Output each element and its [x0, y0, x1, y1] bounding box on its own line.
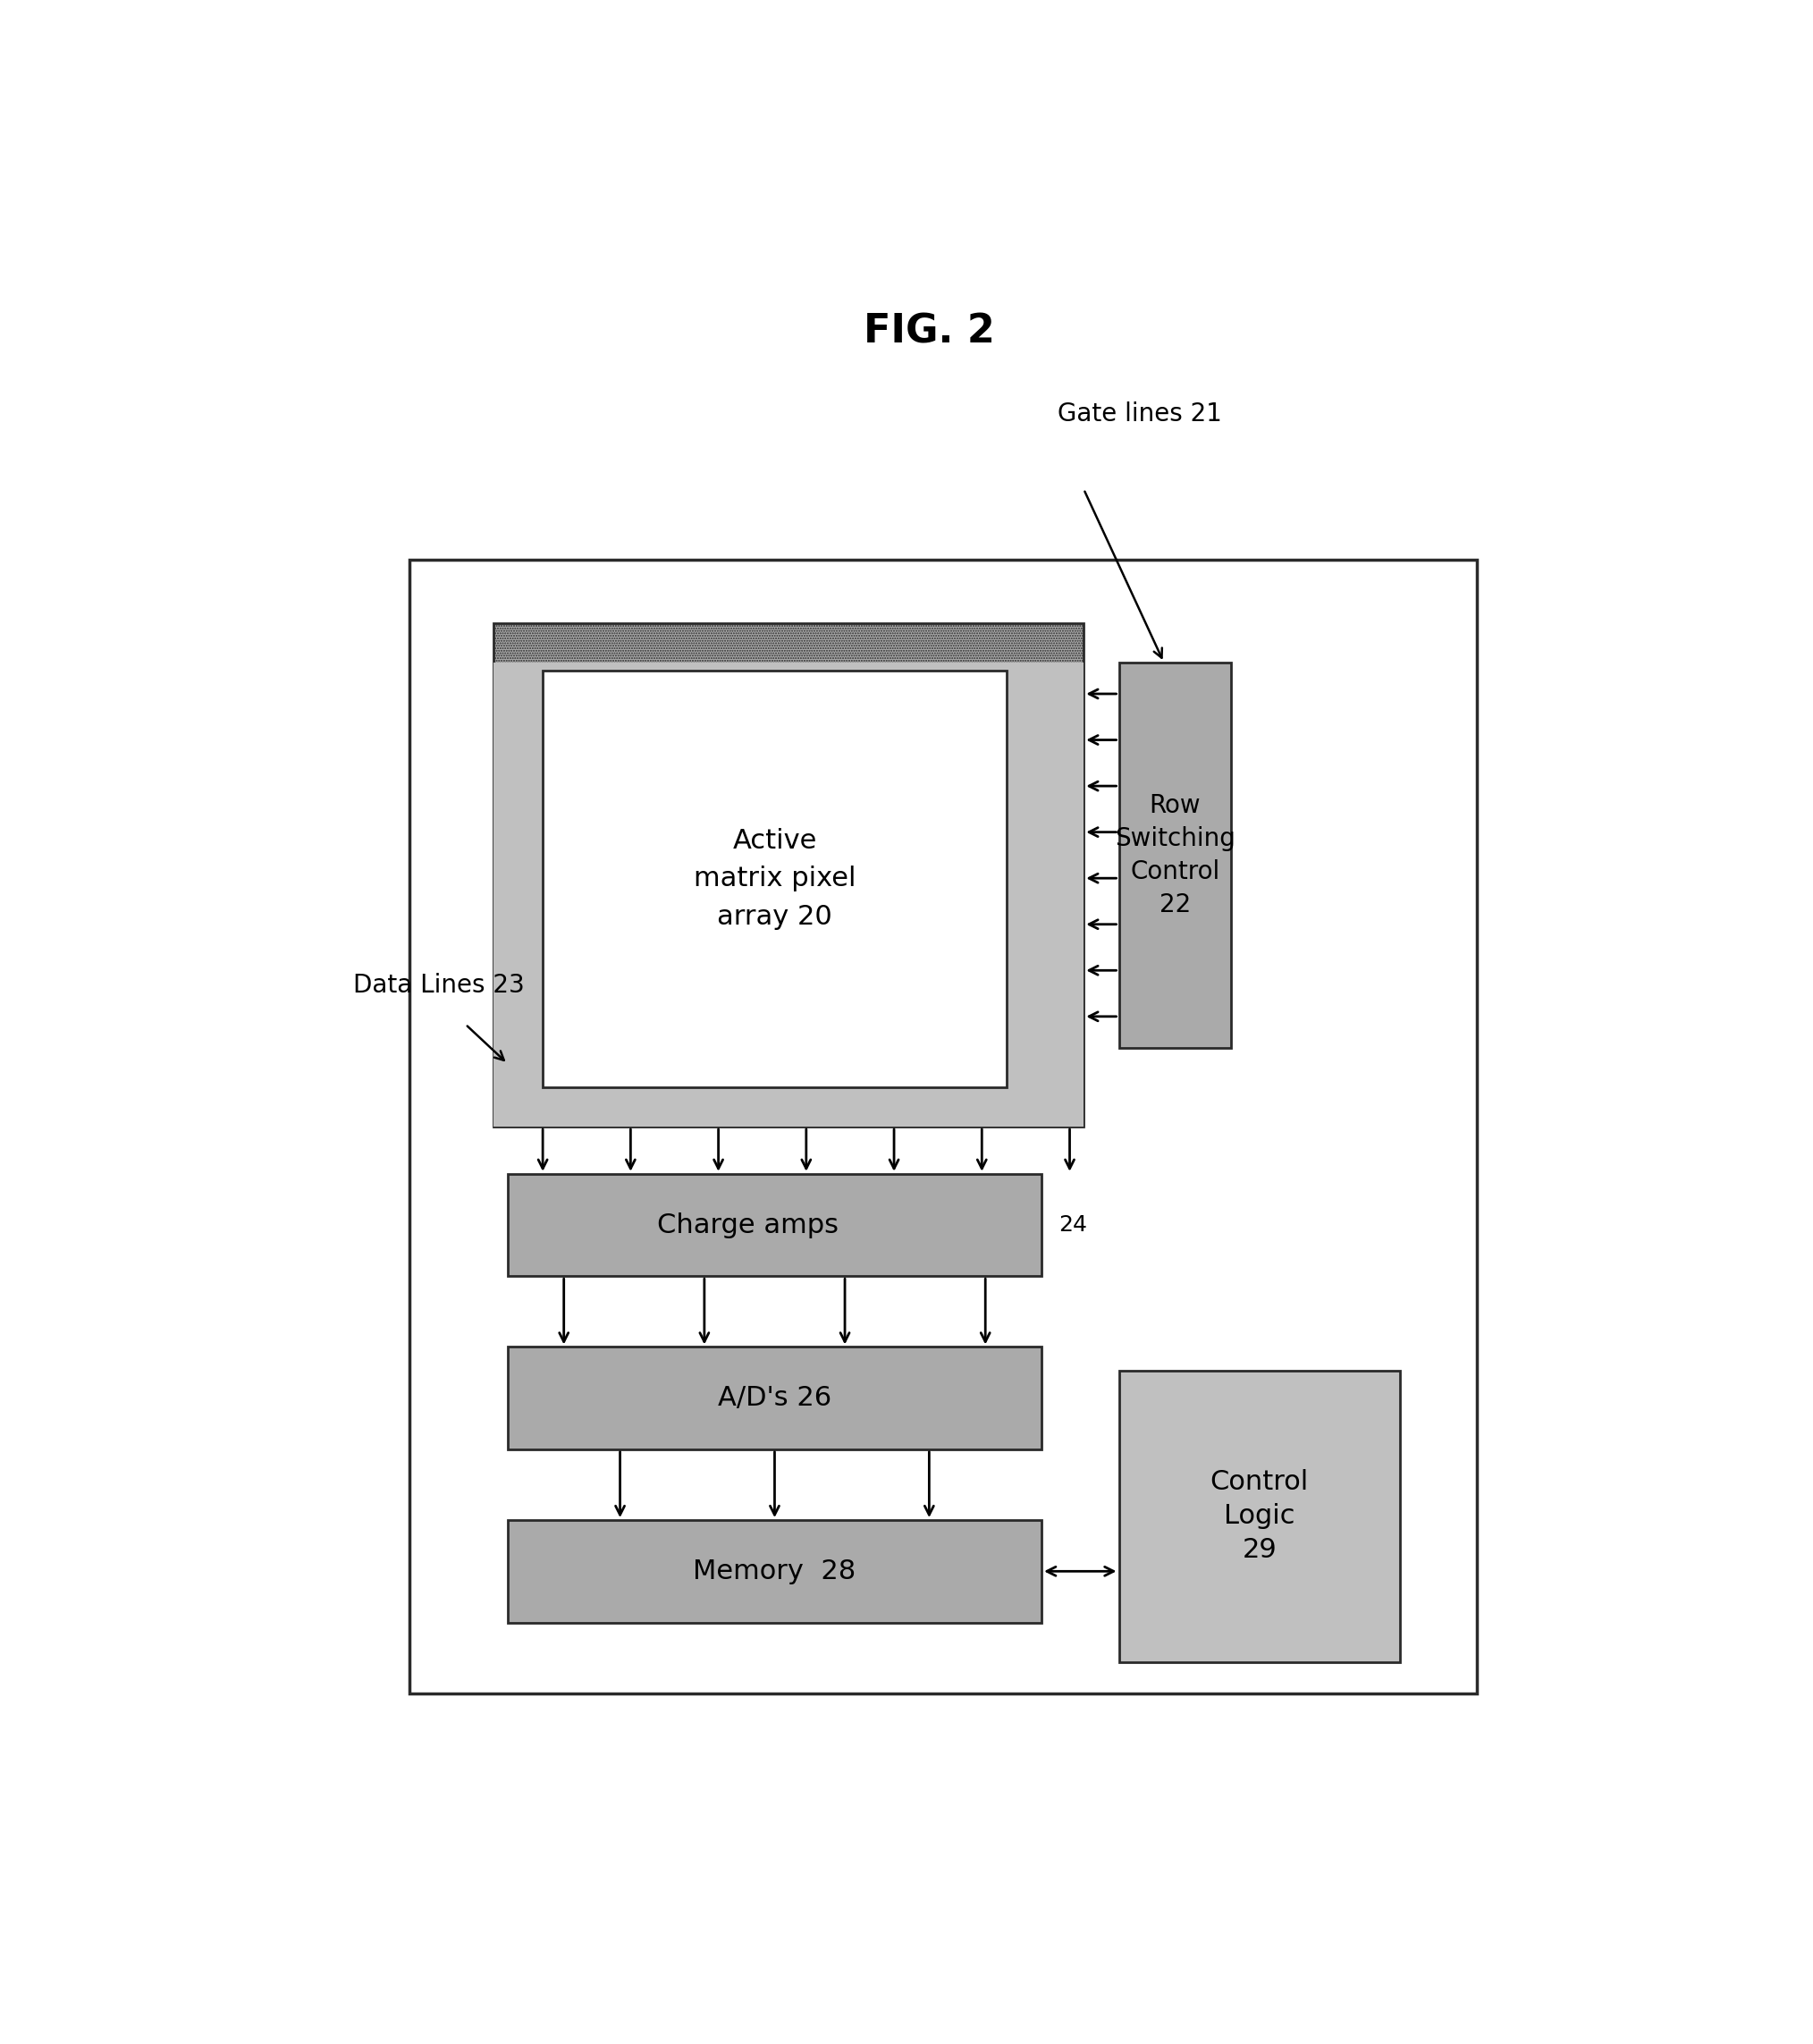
Text: Row
Switching
Control
22: Row Switching Control 22: [1115, 793, 1235, 918]
Bar: [508, 1347, 1042, 1449]
Text: Charge amps: Charge amps: [656, 1212, 839, 1239]
Bar: [493, 662, 1084, 1126]
Text: 24: 24: [1059, 1214, 1088, 1237]
Bar: [1119, 662, 1231, 1049]
Bar: [410, 560, 1478, 1692]
Bar: [508, 1521, 1042, 1623]
Text: Gate lines 21: Gate lines 21: [1057, 401, 1222, 427]
Bar: [508, 1173, 1042, 1275]
Text: A/D's 26: A/D's 26: [718, 1386, 832, 1410]
Bar: [493, 623, 1084, 1126]
Text: Control
Logic
29: Control Logic 29: [1209, 1470, 1309, 1564]
Text: Memory  28: Memory 28: [693, 1558, 856, 1584]
Bar: [542, 670, 1006, 1087]
Bar: [1119, 1372, 1400, 1662]
Text: Active
matrix pixel
array 20: Active matrix pixel array 20: [694, 828, 856, 930]
Text: Data Lines 23: Data Lines 23: [354, 973, 524, 997]
Text: FIG. 2: FIG. 2: [863, 313, 995, 352]
